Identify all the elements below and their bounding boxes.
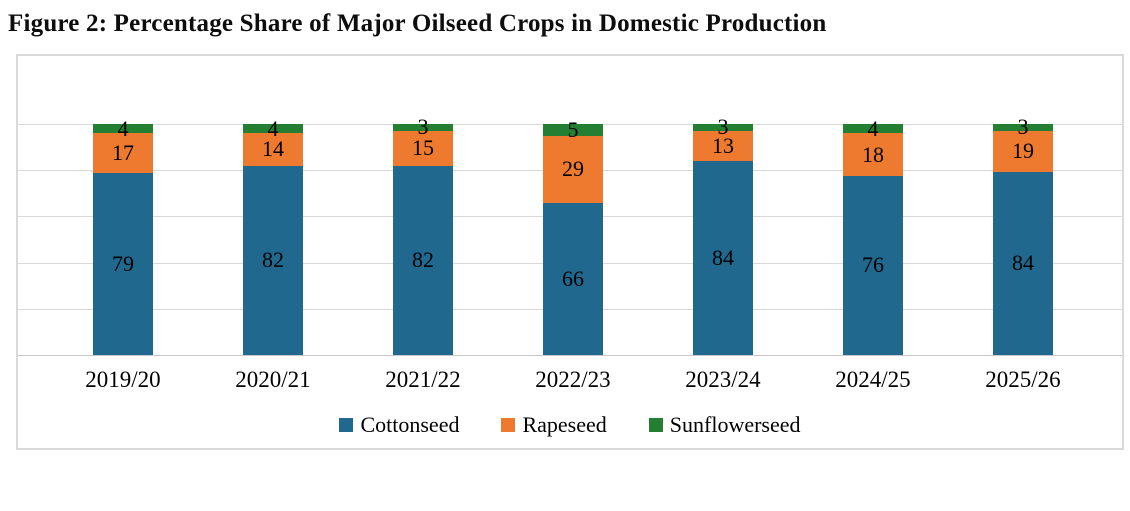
bar-segment-rapeseed-2024-25: 18: [843, 133, 903, 176]
bar-value-label: 84: [1012, 250, 1034, 276]
bar-value-label: 3: [417, 114, 429, 140]
legend-label-sunflowerseed: Sunflowerseed: [669, 412, 801, 437]
bar-segment-sunflowerseed-2023-24: 3: [693, 116, 753, 138]
bar-segment-sunflowerseed-2021-22: 3: [393, 116, 453, 138]
bar-value-label: 76: [862, 252, 884, 278]
figure-title: Figure 2: Percentage Share of Major Oils…: [8, 10, 827, 37]
x-axis-label-2023-24: 2023/24: [685, 367, 761, 392]
bar-segment-cottonseed-2019-20: 79: [93, 172, 153, 355]
chart-frame: 79 17 4 82 14 4 82 15 3 66 29 5 84 13 3 76 18 4 84 19 3 2019…: [16, 54, 1124, 450]
bar-value-label: 82: [262, 247, 284, 273]
bar-segment-sunflowerseed-2019-20: 4: [93, 117, 153, 139]
bar-segment-sunflowerseed-2025-26: 3: [993, 116, 1053, 138]
bar-value-label: 4: [867, 115, 879, 141]
bar-value-label: 14: [262, 136, 284, 162]
x-axis-line: [18, 355, 1122, 356]
legend-item-cottonseed: Cottonseed: [339, 412, 459, 438]
bar-segment-cottonseed-2025-26: 84: [993, 171, 1053, 355]
bar-segment-rapeseed-2019-20: 17: [93, 133, 153, 173]
x-axis-label-2019-20: 2019/20: [85, 367, 161, 392]
bar-value-label: 3: [717, 114, 729, 140]
bar-segment-rapeseed-2023-24: 13: [693, 130, 753, 161]
legend: Cottonseed Rapeseed Sunflowerseed: [18, 412, 1122, 438]
legend-item-sunflowerseed: Sunflowerseed: [648, 412, 801, 438]
x-axis-label-2024-25: 2024/25: [835, 367, 911, 392]
legend-label-cottonseed: Cottonseed: [360, 412, 460, 437]
x-axis-label-2021-22: 2021/22: [385, 367, 461, 392]
bar-segment-sunflowerseed-2020-21: 4: [243, 117, 303, 139]
bar-segment-sunflowerseed-2022-23: 5: [543, 118, 603, 140]
bar-segment-cottonseed-2023-24: 84: [693, 160, 753, 355]
bar-segment-rapeseed-2025-26: 19: [993, 130, 1053, 172]
bar-value-label: 66: [562, 265, 584, 291]
bar-value-label: 18: [862, 141, 884, 167]
legend-swatch-cottonseed: [339, 418, 354, 432]
bar-segment-cottonseed-2022-23: 66: [543, 202, 603, 355]
bar-value-label: 4: [117, 115, 129, 141]
bar-value-label: 13: [712, 132, 734, 158]
legend-label-rapeseed: Rapeseed: [522, 412, 607, 437]
bar-segment-cottonseed-2020-21: 82: [243, 165, 303, 355]
x-axis-label-2022-23: 2022/23: [535, 367, 611, 392]
bar-segment-cottonseed-2024-25: 76: [843, 175, 903, 355]
legend-swatch-sunflowerseed: [648, 418, 663, 432]
bar-value-label: 82: [412, 247, 434, 273]
bar-value-label: 19: [1012, 138, 1034, 164]
bar-segment-rapeseed-2020-21: 14: [243, 133, 303, 166]
bar-value-label: 4: [267, 115, 279, 141]
bar-value-label: 15: [412, 135, 434, 161]
bar-segment-rapeseed-2021-22: 15: [393, 130, 453, 166]
bar-value-label: 84: [712, 244, 734, 270]
bar-value-label: 29: [562, 156, 584, 182]
bar-value-label: 5: [567, 116, 579, 142]
bar-value-label: 3: [1017, 114, 1029, 140]
x-axis-label-2020-21: 2020/21: [235, 367, 311, 392]
bar-value-label: 79: [112, 250, 134, 276]
legend-item-rapeseed: Rapeseed: [501, 412, 607, 438]
bar-segment-sunflowerseed-2024-25: 4: [843, 117, 903, 139]
bar-value-label: 17: [112, 139, 134, 165]
bar-segment-cottonseed-2021-22: 82: [393, 165, 453, 355]
bar-segment-rapeseed-2022-23: 29: [543, 135, 603, 203]
x-axis-label-2025-26: 2025/26: [985, 367, 1061, 392]
legend-swatch-rapeseed: [501, 418, 516, 432]
